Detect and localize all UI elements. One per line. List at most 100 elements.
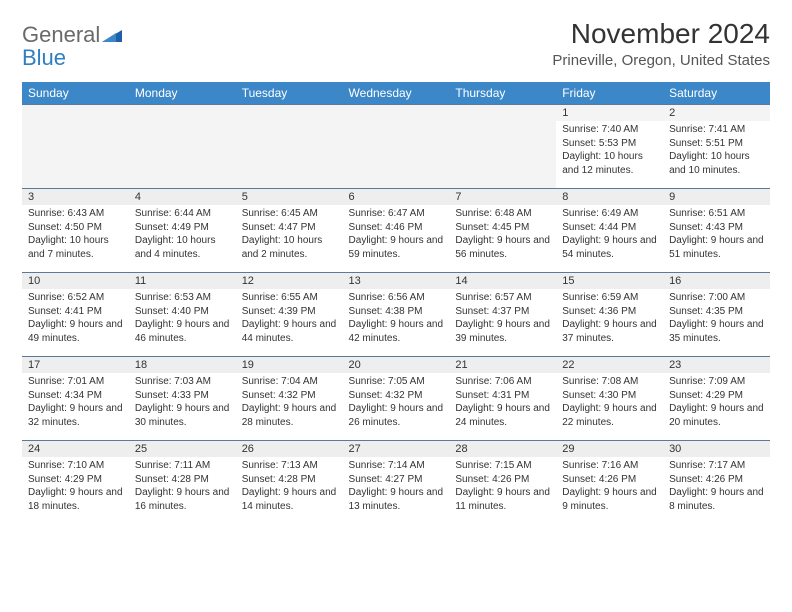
sunrise-text: Sunrise: 7:13 AM xyxy=(242,459,337,473)
calendar-cell: 21Sunrise: 7:06 AMSunset: 4:31 PMDayligh… xyxy=(449,357,556,441)
daylight-text: Daylight: 9 hours and 44 minutes. xyxy=(242,318,337,345)
day-details: Sunrise: 6:56 AMSunset: 4:38 PMDaylight:… xyxy=(343,289,450,349)
sunrise-text: Sunrise: 6:44 AM xyxy=(135,207,230,221)
calendar-cell: 26 Sunrise: 7:13 AMSunset: 4:28 PMDayligh… xyxy=(236,441,343,525)
day-number: 11 xyxy=(129,273,236,289)
daylight-text: Daylight: 9 hours and 32 minutes. xyxy=(28,402,123,429)
sunrise-text: Sunrise: 6:47 AM xyxy=(349,207,444,221)
day-number: 12 xyxy=(236,273,343,289)
calendar-body: 1Sunrise: 7:40 AMSunset: 5:53 PMDaylight… xyxy=(22,105,770,525)
day-number: 16 xyxy=(663,273,770,289)
brand-part1: General xyxy=(22,22,100,47)
daylight-text: Daylight: 10 hours and 7 minutes. xyxy=(28,234,123,261)
sunset-text: Sunset: 4:43 PM xyxy=(669,221,764,235)
sunrise-text: Sunrise: 6:57 AM xyxy=(455,291,550,305)
sunset-text: Sunset: 4:35 PM xyxy=(669,305,764,319)
calendar-cell: 19Sunrise: 7:04 AMSunset: 4:32 PMDayligh… xyxy=(236,357,343,441)
calendar-week-row: 17Sunrise: 7:01 AMSunset: 4:34 PMDayligh… xyxy=(22,357,770,441)
weekday-header: Saturday xyxy=(663,82,770,105)
day-number: 3 xyxy=(22,189,129,205)
sunrise-text: Sunrise: 6:49 AM xyxy=(562,207,657,221)
sunset-text: Sunset: 4:40 PM xyxy=(135,305,230,319)
sunset-text: Sunset: 4:27 PM xyxy=(349,473,444,487)
calendar-week-row: 1Sunrise: 7:40 AMSunset: 5:53 PMDaylight… xyxy=(22,105,770,189)
brand-triangle-icon xyxy=(102,28,122,47)
calendar-cell xyxy=(236,105,343,189)
calendar-cell: 7Sunrise: 6:48 AMSunset: 4:45 PMDaylight… xyxy=(449,189,556,273)
calendar-week-row: 24Sunrise: 7:10 AMSunset: 4:29 PMDayligh… xyxy=(22,441,770,525)
weekday-header-row: SundayMondayTuesdayWednesdayThursdayFrid… xyxy=(22,82,770,105)
day-number: 1 xyxy=(556,105,663,121)
day-number: 10 xyxy=(22,273,129,289)
day-details: Sunrise: 6:57 AMSunset: 4:37 PMDaylight:… xyxy=(449,289,556,349)
day-details: Sunrise: 7:05 AMSunset: 4:32 PMDaylight:… xyxy=(343,373,450,433)
sunset-text: Sunset: 4:31 PM xyxy=(455,389,550,403)
daylight-text: Daylight: 9 hours and 18 minutes. xyxy=(28,486,123,513)
sunset-text: Sunset: 4:28 PM xyxy=(135,473,230,487)
sunset-text: Sunset: 4:30 PM xyxy=(562,389,657,403)
calendar-cell: 23Sunrise: 7:09 AMSunset: 4:29 PMDayligh… xyxy=(663,357,770,441)
daylight-text: Daylight: 9 hours and 14 minutes. xyxy=(242,486,337,513)
sunrise-text: Sunrise: 7:06 AM xyxy=(455,375,550,389)
sunset-text: Sunset: 5:53 PM xyxy=(562,137,657,151)
calendar-cell: 11Sunrise: 6:53 AMSunset: 4:40 PMDayligh… xyxy=(129,273,236,357)
calendar-cell: 18Sunrise: 7:03 AMSunset: 4:33 PMDayligh… xyxy=(129,357,236,441)
day-details: Sunrise: 6:52 AMSunset: 4:41 PMDaylight:… xyxy=(22,289,129,349)
day-number: 17 xyxy=(22,357,129,373)
day-details: Sunrise: 7:06 AMSunset: 4:31 PMDaylight:… xyxy=(449,373,556,433)
calendar-cell xyxy=(343,105,450,189)
daylight-text: Daylight: 9 hours and 59 minutes. xyxy=(349,234,444,261)
calendar-cell xyxy=(22,105,129,189)
day-details: Sunrise: 7:09 AMSunset: 4:29 PMDaylight:… xyxy=(663,373,770,433)
calendar-table: SundayMondayTuesdayWednesdayThursdayFrid… xyxy=(22,82,770,525)
sunset-text: Sunset: 4:37 PM xyxy=(455,305,550,319)
day-details: Sunrise: 6:49 AMSunset: 4:44 PMDaylight:… xyxy=(556,205,663,265)
daylight-text: Daylight: 9 hours and 8 minutes. xyxy=(669,486,764,513)
sunset-text: Sunset: 4:50 PM xyxy=(28,221,123,235)
day-details: Sunrise: 7:14 AMSunset: 4:27 PMDaylight:… xyxy=(343,457,450,517)
day-number: 5 xyxy=(236,189,343,205)
day-number: 18 xyxy=(129,357,236,373)
sunset-text: Sunset: 4:45 PM xyxy=(455,221,550,235)
day-number: 9 xyxy=(663,189,770,205)
calendar-cell: 15Sunrise: 6:59 AMSunset: 4:36 PMDayligh… xyxy=(556,273,663,357)
header: General Blue November 2024 Prineville, O… xyxy=(22,18,770,70)
calendar-cell: 10Sunrise: 6:52 AMSunset: 4:41 PMDayligh… xyxy=(22,273,129,357)
daylight-text: Daylight: 9 hours and 28 minutes. xyxy=(242,402,337,429)
day-number: 29 xyxy=(556,441,663,457)
weekday-header: Wednesday xyxy=(343,82,450,105)
daylight-text: Daylight: 9 hours and 16 minutes. xyxy=(135,486,230,513)
sunset-text: Sunset: 4:36 PM xyxy=(562,305,657,319)
sunrise-text: Sunrise: 6:43 AM xyxy=(28,207,123,221)
sunset-text: Sunset: 4:38 PM xyxy=(349,305,444,319)
day-details: Sunrise: 7:41 AMSunset: 5:51 PMDaylight:… xyxy=(663,121,770,181)
sunrise-text: Sunrise: 6:48 AM xyxy=(455,207,550,221)
daylight-text: Daylight: 10 hours and 12 minutes. xyxy=(562,150,657,177)
calendar-cell: 30Sunrise: 7:17 AMSunset: 4:26 PMDayligh… xyxy=(663,441,770,525)
day-details: Sunrise: 6:47 AMSunset: 4:46 PMDaylight:… xyxy=(343,205,450,265)
sunset-text: Sunset: 4:34 PM xyxy=(28,389,123,403)
calendar-cell: 9Sunrise: 6:51 AMSunset: 4:43 PMDaylight… xyxy=(663,189,770,273)
calendar-cell xyxy=(129,105,236,189)
daylight-text: Daylight: 9 hours and 49 minutes. xyxy=(28,318,123,345)
calendar-cell: 22Sunrise: 7:08 AMSunset: 4:30 PMDayligh… xyxy=(556,357,663,441)
day-details: Sunrise: 6:53 AMSunset: 4:40 PMDaylight:… xyxy=(129,289,236,349)
day-details: Sunrise: 6:45 AMSunset: 4:47 PMDaylight:… xyxy=(236,205,343,265)
calendar-cell: 13Sunrise: 6:56 AMSunset: 4:38 PMDayligh… xyxy=(343,273,450,357)
day-details: Sunrise: 7:10 AMSunset: 4:29 PMDaylight:… xyxy=(22,457,129,517)
sunrise-text: Sunrise: 6:59 AM xyxy=(562,291,657,305)
day-number: 2 xyxy=(663,105,770,121)
day-details: Sunrise: 6:48 AMSunset: 4:45 PMDaylight:… xyxy=(449,205,556,265)
sunset-text: Sunset: 4:29 PM xyxy=(669,389,764,403)
brand-logo: General Blue xyxy=(22,24,122,70)
sunrise-text: Sunrise: 7:15 AM xyxy=(455,459,550,473)
daylight-text: Daylight: 9 hours and 39 minutes. xyxy=(455,318,550,345)
day-details: Sunrise: 6:55 AMSunset: 4:39 PMDaylight:… xyxy=(236,289,343,349)
day-number: 15 xyxy=(556,273,663,289)
sunset-text: Sunset: 4:26 PM xyxy=(669,473,764,487)
weekday-header: Tuesday xyxy=(236,82,343,105)
brand-part2: Blue xyxy=(22,45,66,70)
sunset-text: Sunset: 4:28 PM xyxy=(242,473,337,487)
day-number: 26 xyxy=(236,441,343,457)
sunset-text: Sunset: 4:32 PM xyxy=(349,389,444,403)
